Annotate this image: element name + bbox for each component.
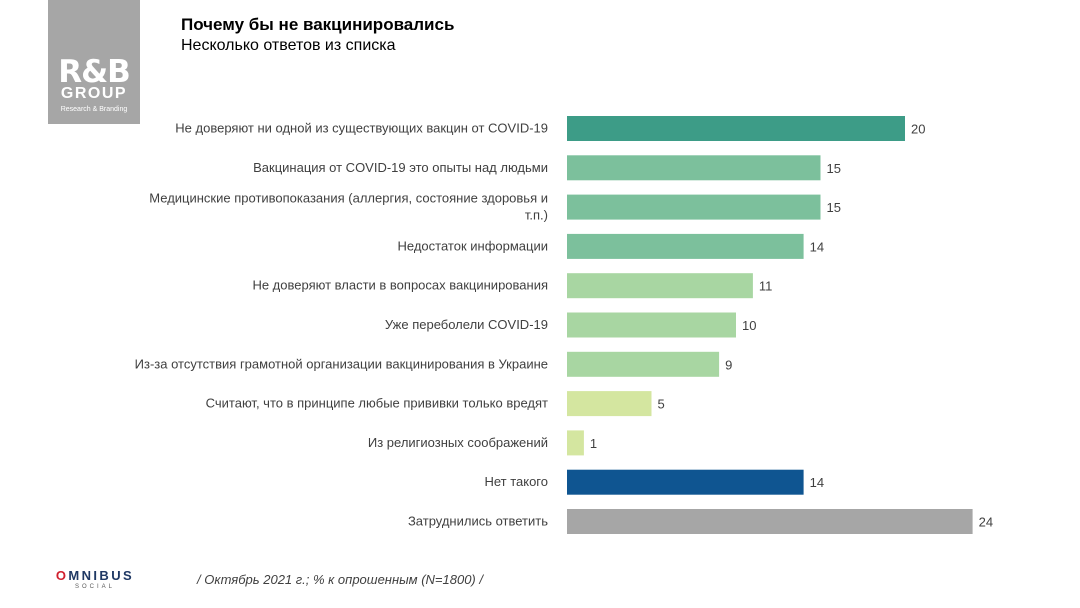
bar-9 <box>567 469 804 495</box>
value-label-4: 11 <box>759 279 773 294</box>
omnibus-o: O <box>55 568 69 583</box>
category-label-8: Из религиозных соображений <box>368 435 548 450</box>
category-label-7: Считают, что в принципе любые прививки т… <box>206 396 548 411</box>
chart-subtitle: Несколько ответов из списка <box>181 37 396 54</box>
value-label-7: 5 <box>658 397 665 412</box>
omnibus-logo: OMNIBUS SOCIAL <box>46 569 144 591</box>
category-label-6: Из-за отсутствия грамотной организации в… <box>135 356 548 371</box>
category-label-1: Вакцинация от COVID-19 это опыты над люд… <box>253 160 548 175</box>
category-label-4: Не доверяют власти в вопросах вакциниров… <box>252 278 548 293</box>
bar-10 <box>567 509 973 534</box>
logo-group-text: GROUP <box>60 85 128 102</box>
omnibus-social: SOCIAL <box>74 584 115 590</box>
category-label-2-line-0: Медицинские противопоказания (аллергия, … <box>149 191 548 206</box>
value-label-1: 15 <box>827 161 841 176</box>
category-label-10: Затруднились ответить <box>408 514 548 529</box>
bar-2 <box>567 194 821 220</box>
category-label-9: Нет такого <box>484 474 548 489</box>
bar-4 <box>567 273 753 299</box>
bar-8 <box>567 430 584 456</box>
value-label-5: 10 <box>742 318 756 333</box>
bar-5 <box>567 312 736 338</box>
value-label-9: 14 <box>810 475 824 490</box>
omnibus-wordmark: OMNIBUS <box>46 569 144 583</box>
bar-6 <box>567 351 720 377</box>
bar-0 <box>567 116 905 141</box>
value-label-6: 9 <box>725 357 732 372</box>
omnibus-rest: MNIBUS <box>68 568 135 583</box>
survey-footnote: / Октябрь 2021 г.; % к опрошенным (N=180… <box>197 572 483 587</box>
bar-1 <box>567 155 821 181</box>
value-label-10: 24 <box>979 515 993 530</box>
rb-group-logo: R&B GROUP Research & Branding <box>48 0 140 124</box>
logo-rb-text: R&B <box>58 54 131 90</box>
category-label-3: Недостаток информации <box>398 238 548 253</box>
bar-3 <box>567 233 804 259</box>
value-label-3: 14 <box>810 239 824 254</box>
category-label-0: Не доверяют ни одной из существующих вак… <box>175 121 548 136</box>
category-label-2-line-1: т.п.) <box>525 208 548 223</box>
value-label-0: 20 <box>911 122 925 137</box>
logo-tagline: Research & Branding <box>60 106 128 113</box>
chart-title: Почему бы не вакцинировались <box>181 15 455 34</box>
bar-7 <box>567 391 652 417</box>
value-label-2: 15 <box>827 200 841 215</box>
value-label-8: 1 <box>590 436 597 451</box>
category-label-5: Уже переболели COVID-19 <box>385 317 548 332</box>
